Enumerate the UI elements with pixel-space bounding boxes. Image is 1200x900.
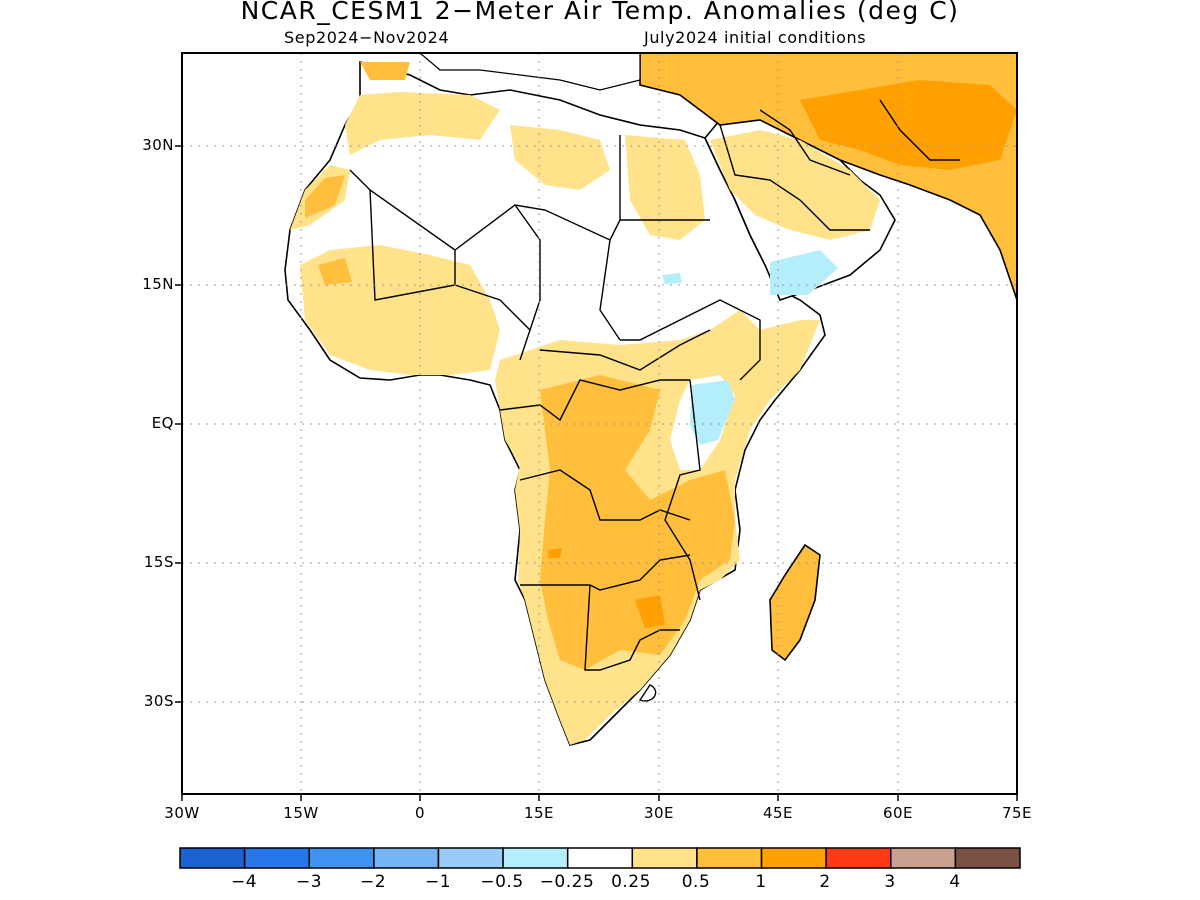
lat-label-eq: EQ	[151, 414, 174, 432]
colorbar-swatch	[825, 847, 892, 869]
lon-label-45e: 45E	[762, 804, 794, 822]
anomaly-sudan-cool	[662, 273, 682, 284]
colorbar-swatch	[566, 847, 634, 869]
colorbar-label: −3	[295, 872, 323, 892]
colorbar-label: 0.5	[681, 872, 711, 892]
lat-label-15s: 15S	[143, 553, 174, 571]
anomaly-morocco-north	[360, 62, 410, 80]
anomaly-arabia	[710, 130, 880, 240]
anomaly-east-cool-halo	[690, 380, 735, 445]
anomaly-maghreb	[345, 92, 500, 155]
initial-conditions: July2024 initial conditions	[644, 28, 867, 47]
forecast-period: Sep2024−Nov2024	[284, 28, 450, 47]
map-title: NCAR_CESM1 2−Meter Air Temp. Anomalies (…	[240, 0, 960, 25]
anomaly-westcoast-core	[305, 175, 345, 218]
colorbar-swatch	[243, 847, 310, 869]
anomaly-egypt	[625, 135, 705, 240]
lon-label-60e: 60E	[882, 804, 914, 822]
lon-label-0: 0	[414, 804, 426, 822]
colorbar-label: 4	[949, 872, 961, 892]
map-area	[182, 53, 1017, 794]
colorbar-label: −2	[359, 872, 387, 892]
colorbar-label: −1	[424, 872, 452, 892]
madagascar	[769, 543, 821, 662]
colorbar-swatch	[890, 847, 957, 869]
grid-lines	[182, 53, 1017, 794]
colorbar-label: 3	[884, 872, 896, 892]
lon-label-15w: 15W	[283, 804, 319, 822]
anomaly-iran-core	[800, 80, 1017, 170]
lat-label-30s: 30S	[143, 692, 174, 710]
colorbar-label: 0.25	[611, 872, 651, 892]
lon-label-75e: 75E	[1001, 804, 1033, 822]
anomaly-south-hotspot	[635, 595, 665, 628]
colorbar-label: −0.5	[480, 872, 524, 892]
colorbar-swatch	[502, 847, 569, 869]
lon-label-30w: 30W	[164, 804, 200, 822]
colorbar-swatch	[437, 847, 504, 869]
colorbar-swatch	[631, 847, 698, 869]
lat-label-30n: 30N	[142, 136, 174, 154]
colorbar	[179, 847, 1021, 869]
axis-ticks	[175, 145, 1018, 801]
colorbar-swatch	[179, 847, 246, 869]
anomaly-sahara-east	[510, 125, 610, 190]
lon-label-30e: 30E	[643, 804, 675, 822]
colorbar-label: −0.25	[539, 872, 595, 892]
country-borders	[349, 99, 960, 702]
lon-label-15e: 15E	[523, 804, 555, 822]
colorbar-label: 2	[819, 872, 831, 892]
anomaly-south-hotspot-2	[548, 548, 562, 558]
colorbar-swatch	[308, 847, 375, 869]
lat-label-15n: 15N	[142, 275, 174, 293]
anomaly-yemen-halo	[770, 250, 838, 295]
colorbar-swatch	[696, 847, 763, 869]
colorbar-label: −4	[230, 872, 258, 892]
colorbar-swatch	[760, 847, 827, 869]
colorbar-label: 1	[755, 872, 767, 892]
colorbar-swatch	[954, 847, 1021, 869]
colorbar-swatch	[373, 847, 440, 869]
europe-landmass	[419, 53, 641, 91]
anomaly-sahel-core	[318, 258, 352, 285]
